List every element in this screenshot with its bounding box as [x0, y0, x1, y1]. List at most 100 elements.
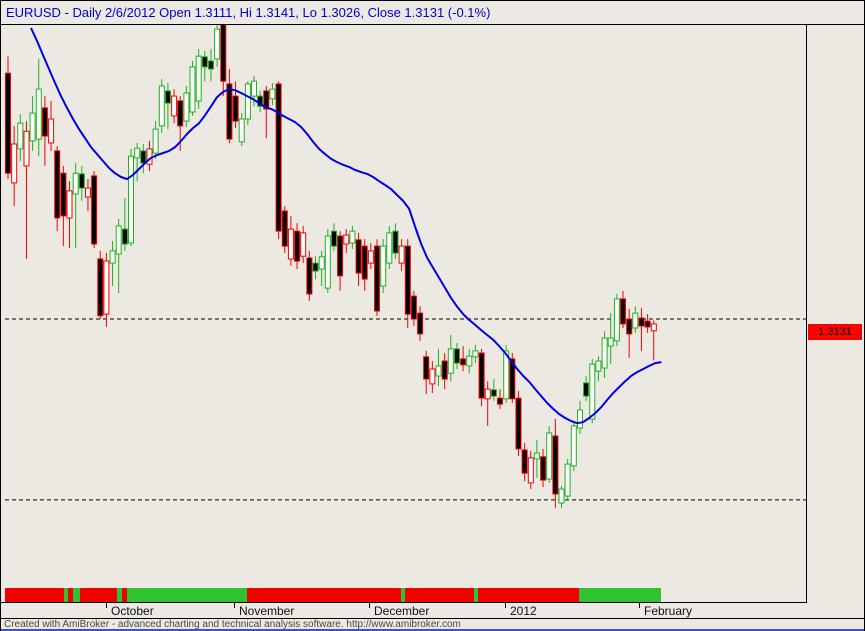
candle [158, 79, 165, 133]
candle [644, 314, 651, 333]
candle [5, 56, 11, 180]
candle [620, 290, 626, 328]
x-axis-label: February [644, 604, 693, 618]
candle [337, 231, 344, 291]
ribbon-segment [127, 588, 247, 602]
candle [281, 206, 288, 253]
ribbon-segment [117, 588, 122, 602]
candle [115, 219, 122, 293]
candle [466, 348, 473, 374]
candle [392, 223, 399, 259]
candle [29, 96, 36, 151]
ribbon-segment [247, 588, 401, 602]
ribbon-segment [122, 588, 127, 602]
candle [398, 239, 405, 272]
candle [214, 24, 221, 67]
candle [558, 486, 565, 508]
candle [294, 223, 301, 269]
ribbon-segment [474, 588, 478, 602]
candle [244, 81, 251, 125]
x-axis-tick [106, 603, 107, 608]
candle [607, 313, 614, 365]
candle [183, 86, 190, 127]
candle [195, 48, 202, 109]
candle [103, 253, 110, 327]
candle [269, 82, 276, 106]
last-price-label: 1.3131 [808, 324, 862, 340]
x-axis-tick [639, 603, 640, 608]
candle [601, 331, 608, 378]
moving-average-line [30, 27, 662, 425]
x-axis-label: October [111, 604, 154, 618]
candle [533, 439, 540, 478]
candle [208, 48, 214, 82]
candle [490, 379, 497, 401]
candle [650, 320, 657, 361]
candle [577, 400, 583, 434]
candle [589, 358, 596, 424]
candle [220, 24, 227, 97]
candle [638, 307, 645, 351]
candle [367, 243, 374, 269]
candle [11, 125, 18, 207]
candle [349, 225, 356, 249]
ribbon-segment [478, 588, 579, 602]
chart-title-bar: EURUSD - Daily 2/6/2012 Open 1.3111, Hi … [1, 1, 864, 25]
x-axis: October November December 2012 February [1, 602, 807, 618]
footer-credit: Created with AmiBroker - advanced charti… [4, 619, 864, 630]
x-axis-label: November [239, 604, 295, 618]
candle [171, 89, 178, 124]
candle [306, 250, 313, 301]
x-axis-label: December [374, 604, 430, 618]
candle [478, 348, 485, 407]
candle [540, 448, 547, 488]
candle [331, 223, 337, 251]
candle [613, 294, 620, 347]
candle [374, 239, 380, 316]
candle [226, 69, 233, 143]
candle [632, 306, 639, 333]
candle [441, 353, 448, 390]
chart-title: EURUSD - Daily 2/6/2012 Open 1.3111, Hi … [6, 5, 491, 20]
footer-credit-text: Created with AmiBroker - advanced charti… [4, 619, 461, 630]
ribbon-segment [579, 588, 661, 602]
candle [189, 61, 196, 116]
ribbon-segment [68, 588, 73, 602]
candle [48, 100, 55, 151]
price-axis-line [806, 25, 807, 618]
candle [54, 146, 61, 232]
candle [515, 390, 522, 457]
candle [60, 165, 67, 247]
candle [564, 458, 571, 501]
x-axis-tick [505, 603, 506, 608]
candle [300, 225, 307, 264]
candle [152, 121, 159, 159]
candle [78, 165, 85, 201]
candle [232, 81, 239, 128]
candle [91, 171, 98, 249]
x-axis-bottom-border [1, 618, 864, 619]
candle [595, 356, 602, 382]
candle [263, 86, 270, 139]
candle [361, 239, 368, 291]
candle [404, 239, 411, 328]
ribbon-segment [80, 588, 117, 602]
candle [380, 239, 387, 293]
candle [85, 179, 91, 211]
ribbon-segment [73, 588, 80, 602]
candle [429, 361, 436, 393]
candle [454, 343, 460, 369]
ribbon-segment [405, 588, 474, 602]
candle [275, 81, 282, 240]
bottom-edge-strip [1, 629, 864, 631]
candle [484, 381, 491, 426]
candle [552, 419, 559, 508]
candle [417, 306, 424, 341]
market-ribbon[interactable] [1, 588, 807, 602]
candle [423, 350, 430, 394]
candle [435, 348, 442, 386]
candle [318, 250, 325, 286]
candle [128, 148, 134, 247]
